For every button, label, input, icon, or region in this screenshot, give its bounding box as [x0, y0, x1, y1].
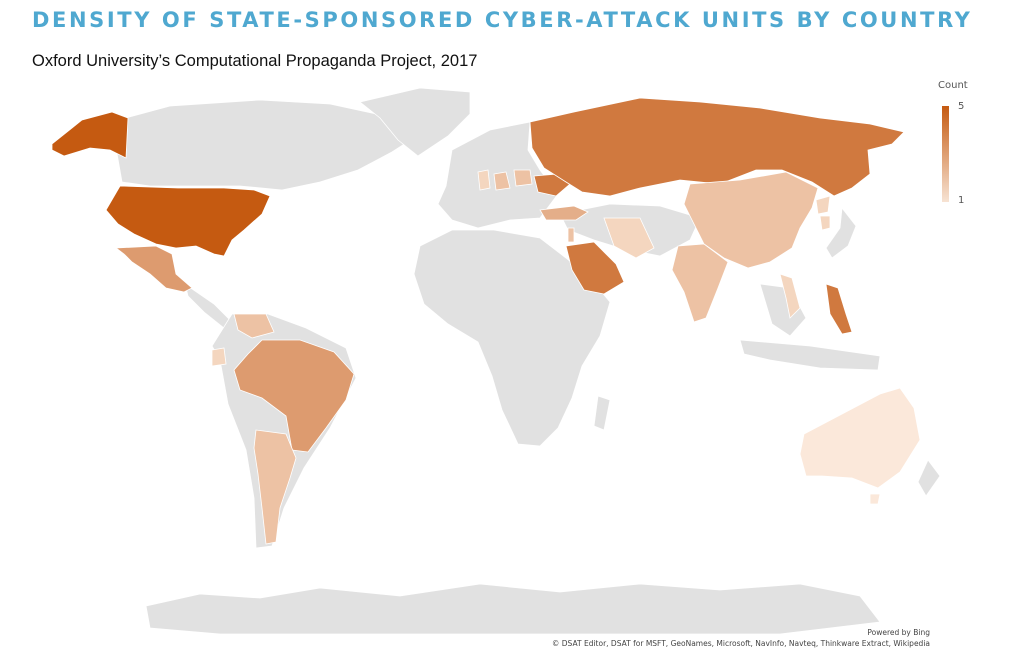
country-mexico: [114, 245, 193, 293]
legend-color-scale: [942, 106, 949, 202]
page-title: DENSITY OF STATE-SPONSORED CYBER-ATTACK …: [32, 8, 973, 32]
legend-min-label: 1: [958, 195, 965, 206]
land-new-zealand: [917, 459, 941, 497]
world-map: [51, 87, 941, 635]
country-australia: [799, 387, 921, 489]
country-turkey: [539, 205, 589, 221]
country-usa: [105, 185, 271, 257]
country-russia: [529, 97, 905, 197]
highlighted-countries: [51, 97, 921, 545]
country-vietnam: [779, 273, 801, 319]
land-africa: [413, 229, 611, 447]
legend-max-label: 5: [958, 101, 965, 112]
land-canada: [115, 99, 421, 191]
land-southeast-asia: [759, 283, 807, 337]
country-north-korea: [815, 195, 831, 215]
country-argentina: [253, 429, 297, 545]
country-india: [671, 243, 729, 323]
country-ecuador: [211, 347, 227, 367]
country-iran: [603, 217, 655, 259]
country-uk: [477, 169, 491, 191]
country-venezuela: [233, 313, 275, 339]
country-saudi-arabia: [565, 241, 625, 295]
country-usa-alaska: [51, 111, 129, 159]
country-china: [683, 171, 819, 269]
country-poland: [513, 169, 533, 187]
land-antarctica: [145, 583, 881, 635]
page-subtitle: Oxford University’s Computational Propag…: [32, 52, 478, 70]
country-brazil: [233, 339, 355, 453]
country-australia-tasmania: [869, 493, 881, 505]
country-germany: [493, 171, 511, 191]
land-japan: [825, 206, 857, 259]
land-madagascar: [593, 395, 611, 431]
country-south-korea: [819, 215, 831, 231]
legend-title: Count: [938, 80, 968, 91]
country-philippines: [825, 283, 853, 335]
map-attribution: © DSAT Editor, DSAT for MSFT, GeoNames, …: [551, 639, 930, 648]
powered-by-bing: Powered by Bing: [867, 628, 930, 637]
base-land: [115, 87, 941, 635]
country-israel: [567, 227, 575, 243]
legend: Count 5 1: [928, 80, 988, 210]
land-greenland: [359, 87, 471, 157]
land-central-america: [184, 283, 233, 329]
land-indonesia: [739, 339, 881, 371]
